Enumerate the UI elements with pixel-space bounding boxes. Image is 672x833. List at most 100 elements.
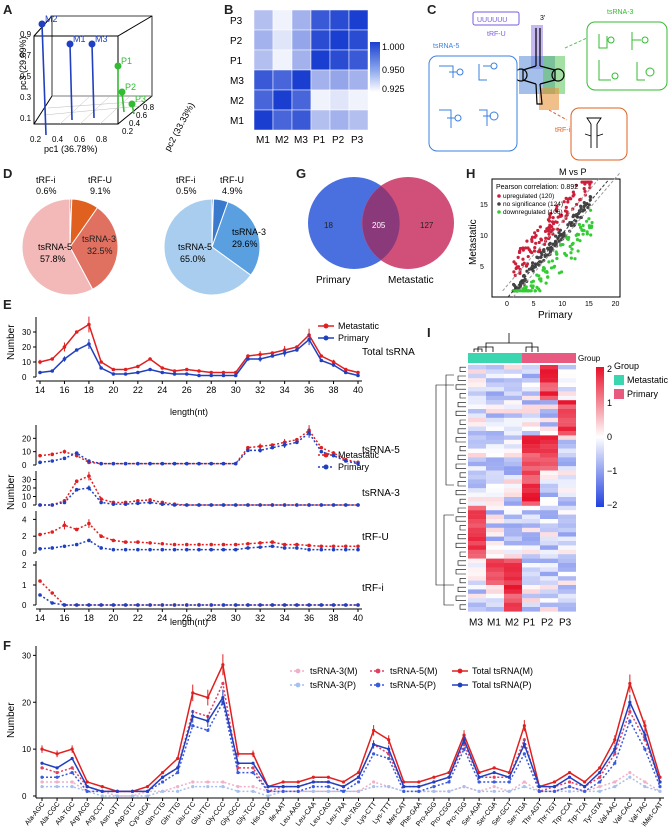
pca-label-p1: P1 [121,56,132,66]
heatmap-cell [310,9,331,31]
scatter-point-upregulated [524,264,529,268]
i-heatmap-cell [486,549,504,555]
e-point-p [99,461,103,466]
i-heatmap-cell [486,585,504,590]
e-xtick-label: 30 [231,385,241,395]
pca-stem-m3 [91,43,95,119]
i-heatmap-cell [486,554,504,559]
i-heatmap-cell [468,567,486,572]
i-heatmap-cell [558,497,576,502]
e-point-p [246,603,250,607]
i-heatmap-cell [504,378,522,383]
e-point-p [343,370,348,375]
scatter-pearson: Pearson correlation: 0.892 [496,184,578,191]
e-point-p [319,503,324,507]
e-xtick-label: 20 [108,613,118,623]
trf-u-seq: UUUUUU [477,17,507,24]
e-point-p [258,603,262,607]
heatmap-row-label: P1 [230,56,243,67]
scatter-point-upregulated [564,205,568,210]
f-point-ts3_p [356,789,361,793]
tsrna3-region [543,56,565,94]
e-point-p [295,440,299,445]
i-heatmap-cell [486,453,504,458]
scatter-point-upregulated [521,246,525,250]
i-heatmap-cell [504,563,522,568]
i-heatmap-cell [558,470,576,476]
scatter-point-downregulated [576,249,580,253]
f-point-ts5_p [492,780,496,784]
f-point-ts3_m [206,780,210,784]
f-point-ts3_p [507,789,511,793]
e-point-p [270,445,275,450]
i-col-label: P3 [559,617,572,628]
i-heatmap-cell [558,545,576,550]
e-xtick-label: 28 [206,613,216,623]
i-heatmap-cell [486,479,504,484]
i-heatmap-cell [540,395,558,401]
e-legend-metastatic-top: Metastatic [338,321,380,331]
f-point-ts3_p [462,785,466,789]
e-point-p [221,547,226,552]
pca-x-tick: 0.4 [52,135,64,144]
heatmap-cell [329,49,350,71]
f-point-ts3_p [55,785,59,789]
i-heatmap-cell [540,523,558,528]
i-dendro-branch [445,374,454,486]
i-heatmap-cell [558,576,576,581]
i-heatmap-cell [522,545,540,550]
i-heatmap-cell [504,505,522,511]
i-heatmap-cell [468,391,486,396]
pca-x-axis-label: pc1 (36.78%) [44,144,98,154]
i-heatmap-cell [468,536,486,542]
i-heatmap-cell [540,439,558,445]
f-point-ts3_p [613,785,617,789]
scatter-point-downregulated [555,256,559,261]
e-ytick-label: 20 [22,484,31,493]
f-point-ts5_m [221,681,225,686]
pca-y-tick: 0.2 [122,127,134,136]
e-point-p [343,459,348,463]
scatter-plot: M vs P Pearson correlation: 0.892 upregu… [468,167,621,321]
i-heatmap-cell [558,501,576,506]
e-point-m [246,354,250,358]
f-point-total_p [251,761,255,765]
e-point-p [74,487,79,492]
heatmap-cell [272,9,293,31]
heatmap-cell [329,109,350,131]
i-heatmap-cell [504,466,522,471]
scatter-point-no-significance [581,209,585,213]
pca-label-m2: M2 [45,14,58,24]
i-heatmap-cell [540,475,558,480]
i-heatmap-cell [468,580,486,586]
i-heatmap-cell [558,532,576,537]
f-point-ts5_m [522,738,526,742]
scatter-point-no-significance [589,195,593,199]
f-point-ts5_p [176,770,180,775]
pie1-trfi-name: tRF-i [36,175,56,185]
e-point-p [62,500,67,505]
f-point-ts3_m [598,785,602,789]
i-heatmap-cell [504,602,522,608]
i-heatmap-cell [468,422,486,427]
i-scale-0: 0 [607,432,612,442]
scatter-point-upregulated [569,197,573,201]
e-point-p [282,546,287,550]
scatter-point-downregulated [581,232,585,236]
scatter-point-upregulated [559,214,563,218]
e-point-m [209,370,214,375]
e-point-p [87,459,91,463]
i-heatmap-cell [522,589,540,594]
scatter-point-downregulated [541,266,546,270]
i-heatmap-cell [558,466,576,471]
f-point-ts3_m [522,780,526,784]
scatter-point-upregulated [539,237,543,241]
f-point-ts3_p [221,785,225,789]
f-point-ts5_p [281,789,285,793]
f-point-ts5_p [326,785,330,789]
i-heatmap-cell [468,589,486,594]
i-heatmap-cell [504,598,522,603]
f-point-total_m [311,775,315,779]
panel-e-lines: 0 10 20 30 Total tsRNA 14 16 18 20 22 24 26 28 30 32 34… [0,295,430,635]
i-heatmap-cell [468,576,486,581]
